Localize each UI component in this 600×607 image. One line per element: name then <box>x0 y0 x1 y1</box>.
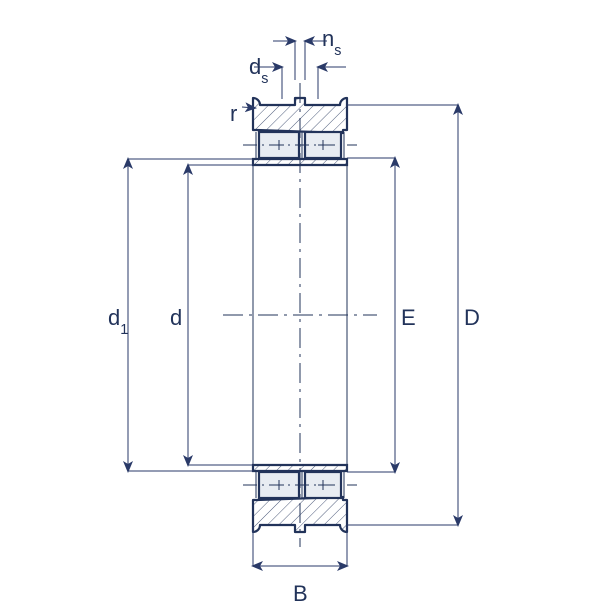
label-d1: d1 <box>108 305 128 334</box>
label-E: E <box>401 305 416 331</box>
label-r: r <box>230 101 237 127</box>
bearing-diagram: { "meta": { "type": "engineering-diagram… <box>0 0 600 600</box>
label-D: D <box>464 305 480 331</box>
label-ds: ds <box>249 54 268 83</box>
diagram-svg <box>0 0 600 600</box>
label-d: d <box>170 305 182 331</box>
label-B: B <box>293 581 308 607</box>
label-ns: ns <box>322 26 341 55</box>
